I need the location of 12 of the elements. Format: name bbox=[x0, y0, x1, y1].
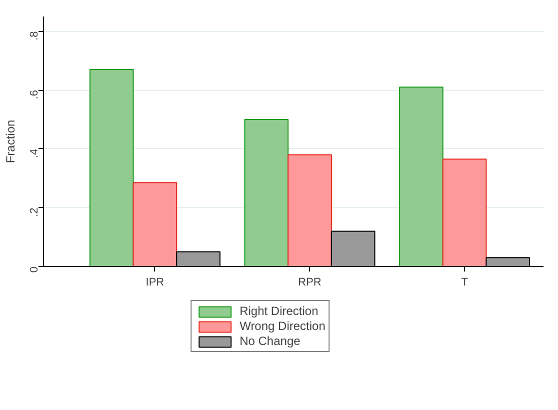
y-tick-label: .4 bbox=[28, 148, 40, 158]
y-tick-label: 0 bbox=[28, 266, 40, 273]
y-tick-label: .2 bbox=[28, 208, 40, 217]
legend-label: Right Direction bbox=[240, 304, 318, 318]
y-axis-title: Fraction bbox=[4, 120, 18, 164]
x-tick-label: T bbox=[461, 276, 468, 288]
x-tick-label: IPR bbox=[146, 276, 164, 288]
x-tick-label: RPR bbox=[298, 276, 322, 288]
legend-label: No Change bbox=[240, 334, 300, 348]
legend-label: Wrong Direction bbox=[240, 319, 326, 333]
y-tick-label: .6 bbox=[28, 90, 40, 100]
y-tick-label: .8 bbox=[28, 31, 40, 40]
